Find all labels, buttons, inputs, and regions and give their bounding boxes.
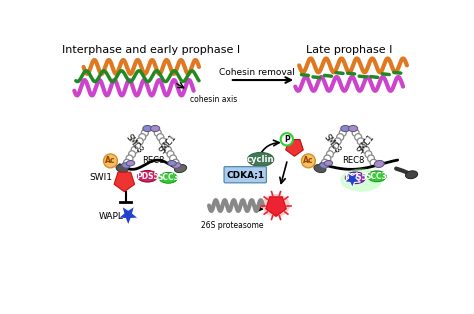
Circle shape bbox=[363, 146, 369, 154]
Circle shape bbox=[357, 138, 364, 145]
Ellipse shape bbox=[262, 194, 290, 217]
Circle shape bbox=[321, 159, 328, 166]
Circle shape bbox=[137, 138, 143, 145]
Circle shape bbox=[360, 142, 367, 149]
Text: SMC1: SMC1 bbox=[356, 133, 376, 155]
Ellipse shape bbox=[247, 152, 273, 166]
Ellipse shape bbox=[143, 126, 152, 132]
Circle shape bbox=[123, 159, 130, 166]
Circle shape bbox=[172, 159, 179, 166]
Ellipse shape bbox=[340, 169, 383, 192]
Ellipse shape bbox=[368, 171, 386, 182]
Ellipse shape bbox=[314, 165, 326, 173]
Text: SCC3: SCC3 bbox=[157, 173, 179, 182]
Text: cohesin axis: cohesin axis bbox=[190, 95, 237, 105]
Circle shape bbox=[103, 154, 118, 168]
Text: Interphase and early prophase I: Interphase and early prophase I bbox=[62, 46, 240, 55]
Text: SCC3: SCC3 bbox=[366, 172, 388, 181]
Text: REC8: REC8 bbox=[342, 156, 364, 165]
Circle shape bbox=[365, 151, 372, 158]
Polygon shape bbox=[344, 172, 360, 188]
Ellipse shape bbox=[324, 160, 333, 166]
Polygon shape bbox=[266, 197, 286, 216]
Circle shape bbox=[339, 129, 346, 136]
Circle shape bbox=[157, 134, 164, 141]
Circle shape bbox=[134, 142, 141, 149]
Ellipse shape bbox=[159, 172, 177, 183]
Circle shape bbox=[301, 154, 315, 168]
Circle shape bbox=[126, 155, 133, 162]
Circle shape bbox=[139, 134, 146, 141]
Text: Cohesin removal: Cohesin removal bbox=[219, 68, 295, 77]
Ellipse shape bbox=[348, 126, 358, 132]
Text: P: P bbox=[284, 135, 290, 144]
Text: Late prophase I: Late prophase I bbox=[306, 46, 392, 55]
Text: PDS5: PDS5 bbox=[344, 173, 367, 182]
Polygon shape bbox=[118, 206, 138, 225]
Text: Ac: Ac bbox=[303, 156, 314, 165]
FancyBboxPatch shape bbox=[224, 167, 266, 183]
Circle shape bbox=[355, 134, 362, 141]
Ellipse shape bbox=[405, 171, 418, 179]
Circle shape bbox=[334, 138, 341, 145]
Ellipse shape bbox=[122, 163, 130, 168]
Circle shape bbox=[327, 151, 333, 158]
Circle shape bbox=[131, 146, 138, 154]
Ellipse shape bbox=[116, 165, 128, 173]
Circle shape bbox=[352, 129, 359, 136]
Text: cyclin: cyclin bbox=[247, 155, 274, 164]
Ellipse shape bbox=[319, 163, 328, 168]
Ellipse shape bbox=[374, 160, 384, 167]
Text: SMC3: SMC3 bbox=[124, 133, 145, 155]
Circle shape bbox=[329, 146, 336, 154]
Circle shape bbox=[281, 133, 293, 145]
Text: WAPL: WAPL bbox=[99, 212, 124, 221]
Ellipse shape bbox=[168, 160, 176, 166]
Text: 26S proteasome: 26S proteasome bbox=[201, 221, 264, 230]
Text: CDKA;1: CDKA;1 bbox=[226, 170, 264, 179]
Text: Ac: Ac bbox=[105, 156, 116, 165]
Text: REC8: REC8 bbox=[142, 156, 164, 165]
Circle shape bbox=[162, 142, 169, 149]
Circle shape bbox=[164, 146, 172, 154]
Polygon shape bbox=[286, 139, 303, 156]
Ellipse shape bbox=[173, 163, 181, 168]
Circle shape bbox=[170, 155, 177, 162]
Text: SMC1: SMC1 bbox=[158, 133, 178, 155]
Text: SWI1: SWI1 bbox=[89, 173, 112, 182]
Circle shape bbox=[370, 159, 377, 166]
Text: SMC3: SMC3 bbox=[322, 133, 342, 155]
Ellipse shape bbox=[346, 172, 365, 184]
Ellipse shape bbox=[341, 126, 350, 132]
Circle shape bbox=[367, 155, 374, 162]
Circle shape bbox=[337, 134, 344, 141]
Circle shape bbox=[324, 155, 331, 162]
Polygon shape bbox=[114, 172, 135, 192]
Ellipse shape bbox=[174, 165, 187, 173]
Circle shape bbox=[159, 138, 166, 145]
Circle shape bbox=[154, 129, 161, 136]
Circle shape bbox=[332, 142, 338, 149]
Ellipse shape bbox=[151, 126, 160, 132]
Text: PDS5: PDS5 bbox=[136, 172, 159, 181]
Circle shape bbox=[128, 151, 136, 158]
Ellipse shape bbox=[126, 160, 135, 166]
Ellipse shape bbox=[137, 171, 157, 182]
Circle shape bbox=[167, 151, 174, 158]
Circle shape bbox=[141, 129, 148, 136]
